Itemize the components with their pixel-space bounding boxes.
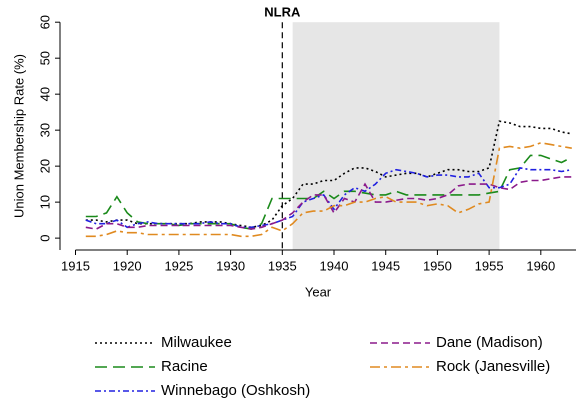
- x-tick-label: 1930: [216, 258, 245, 273]
- legend-label: Winnebago (Oshkosh): [161, 382, 310, 399]
- series-line: [85, 176, 572, 230]
- x-tick-label: 1960: [526, 258, 555, 273]
- nlra-label: NLRA: [264, 4, 301, 19]
- x-tick-label: 1925: [164, 258, 193, 273]
- shaded-region: [292, 22, 500, 250]
- legend-label: Dane (Madison): [436, 334, 543, 351]
- x-tick-label: 1945: [371, 258, 400, 273]
- x-tick-label: 1915: [61, 258, 90, 273]
- y-tick-label: 40: [37, 87, 52, 101]
- series-line: [85, 154, 573, 230]
- legend-label: Rock (Janesville): [436, 358, 550, 375]
- y-tick-label: 60: [37, 15, 52, 29]
- legend-label: Racine: [161, 358, 208, 375]
- legend-label: Milwaukee: [161, 334, 232, 351]
- x-tick-label: 1940: [320, 258, 349, 273]
- y-tick-label: 0: [37, 235, 52, 242]
- series-line: [85, 141, 572, 238]
- y-tick-label: 30: [37, 123, 52, 137]
- y-axis-label: Union Membership Rate (%): [11, 54, 26, 218]
- series-line: [85, 167, 572, 229]
- x-tick-label: 1935: [268, 258, 297, 273]
- y-tick-label: 50: [37, 51, 52, 65]
- y-tick-label: 20: [37, 159, 52, 173]
- x-tick-label: 1920: [113, 258, 142, 273]
- x-axis-label: Year: [305, 284, 332, 299]
- x-tick-label: 1950: [423, 258, 452, 273]
- y-tick-label: 10: [37, 195, 52, 209]
- x-tick-label: 1955: [475, 258, 504, 273]
